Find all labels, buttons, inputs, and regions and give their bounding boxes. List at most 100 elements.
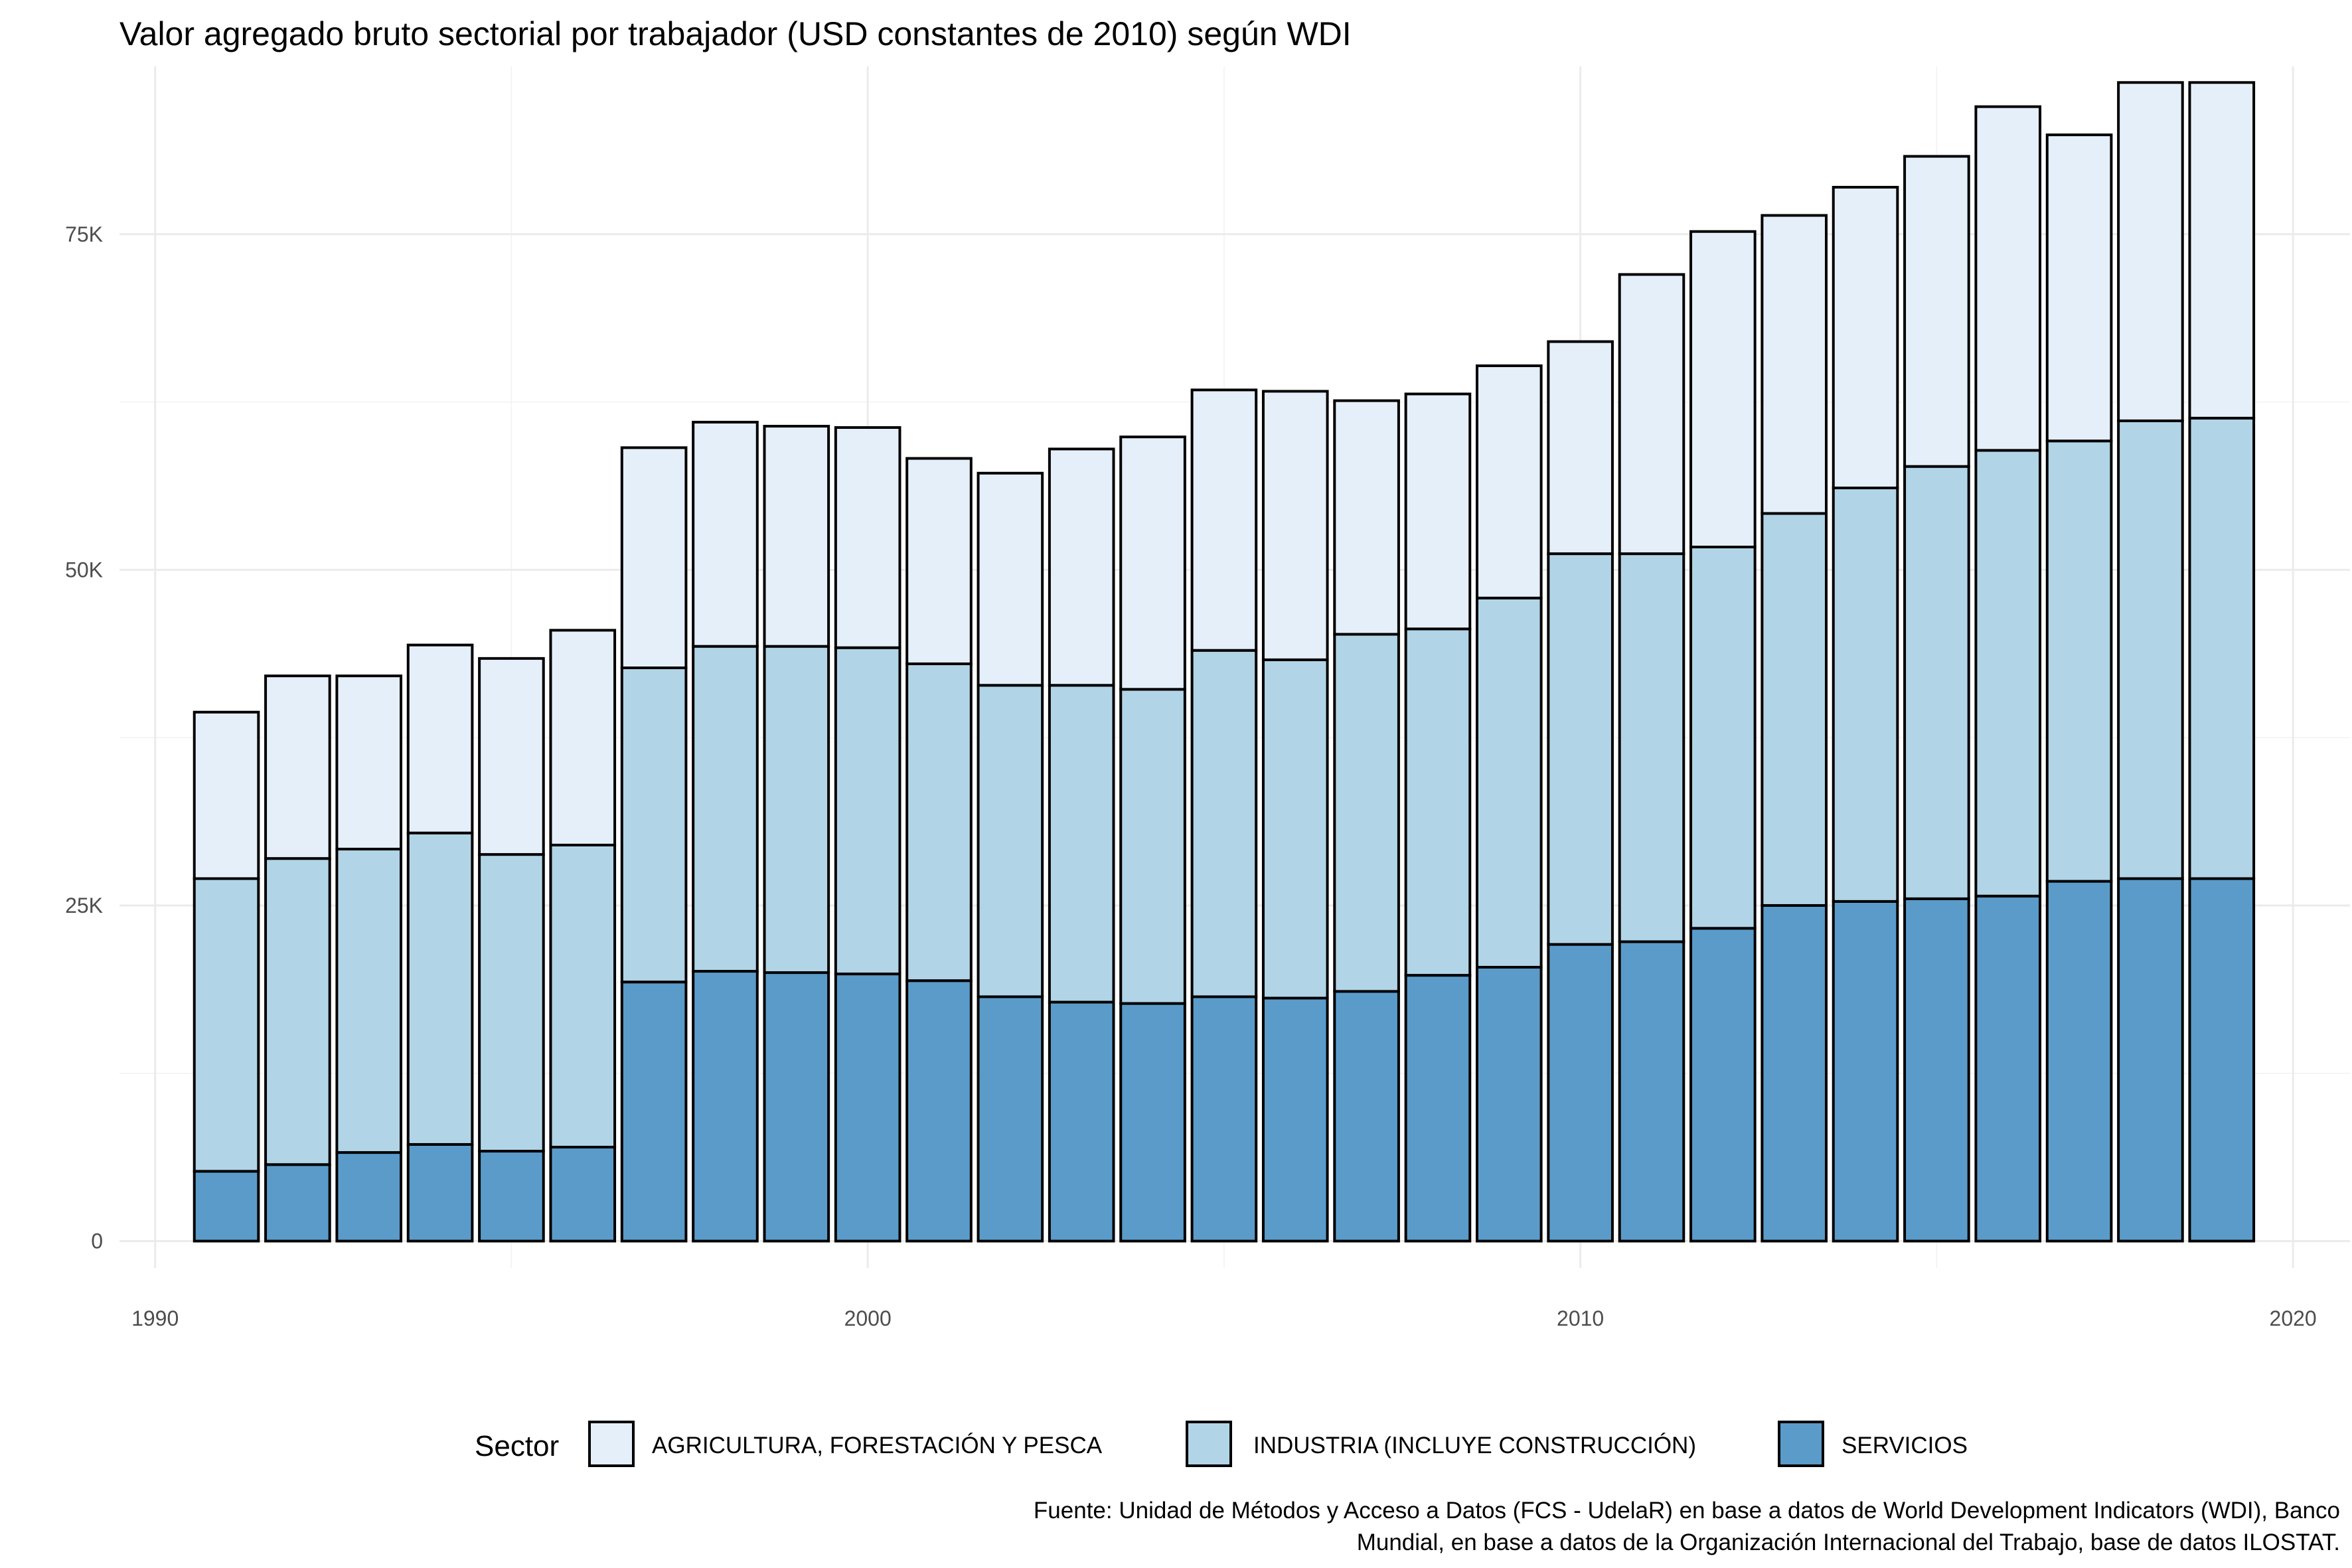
bar-industria-2004 (1119, 688, 1186, 1005)
bar-industria-2002 (977, 684, 1044, 998)
y-tick-label: 25K (65, 894, 103, 917)
bar-industria-2001 (905, 662, 973, 982)
bar-industria-2003 (1048, 684, 1115, 1004)
bar-agricultura-2018 (2117, 81, 2184, 422)
bar-servicios-1995 (478, 1150, 545, 1243)
bar-industria-2016 (1974, 449, 2042, 898)
bar-industria-2013 (1761, 512, 1828, 907)
bar-industria-2011 (1618, 552, 1686, 943)
bar-agricultura-2012 (1689, 230, 1757, 548)
bar-agricultura-2016 (1974, 105, 2042, 452)
legend: Sector AGRICULTURA, FORESTACIÓN Y PESCA … (475, 1421, 1968, 1467)
bar-agricultura-2014 (1832, 186, 1899, 490)
bar-agricultura-1992 (264, 674, 331, 860)
bar-agricultura-2003 (1048, 447, 1115, 687)
x-axis-ticks: 1990 2000 2010 2020 (131, 1306, 2317, 1330)
bar-industria-2017 (2045, 439, 2113, 883)
legend-swatch-servicios (1778, 1421, 1824, 1467)
legend-label-agricultura: AGRICULTURA, FORESTACIÓN Y PESCA (652, 1433, 1103, 1458)
x-tick-label: 1990 (131, 1306, 179, 1330)
caption-line-2: Mundial, en base a datos de la Organizac… (1357, 1529, 2340, 1555)
bar-servicios-2011 (1618, 940, 1686, 1243)
bar-servicios-2014 (1832, 900, 1899, 1243)
legend-swatch-agricultura (588, 1421, 635, 1467)
bar-industria-1992 (264, 857, 331, 1166)
bar-servicios-2012 (1689, 927, 1757, 1243)
bar-servicios-2018 (2117, 877, 2184, 1243)
bar-servicios-1997 (620, 980, 688, 1243)
bar-servicios-2000 (834, 973, 902, 1243)
bar-agricultura-2017 (2045, 133, 2113, 443)
bar-agricultura-1991 (193, 710, 260, 880)
legend-label-industria: INDUSTRIA (INCLUYE CONSTRUCCIÓN) (1253, 1433, 1696, 1458)
bar-agricultura-2006 (1261, 390, 1329, 661)
bar-servicios-2004 (1119, 1002, 1186, 1243)
y-tick-label: 75K (65, 222, 103, 246)
bar-agricultura-2010 (1547, 340, 1614, 556)
bar-servicios-2001 (905, 979, 973, 1243)
x-tick-label: 2000 (844, 1306, 892, 1330)
bar-agricultura-2019 (2188, 81, 2256, 420)
bar-industria-2009 (1475, 596, 1543, 969)
bar-agricultura-2015 (1903, 155, 1970, 468)
y-tick-label: 50K (65, 558, 103, 582)
bar-agricultura-1996 (549, 629, 617, 846)
bar-industria-2000 (834, 646, 902, 976)
bar-industria-1995 (478, 853, 545, 1153)
bar-industria-1999 (763, 645, 830, 975)
bars (193, 81, 2256, 1243)
bar-industria-2012 (1689, 546, 1757, 930)
bar-servicios-2013 (1761, 903, 1828, 1243)
legend-label-servicios: SERVICIOS (1842, 1433, 1968, 1458)
bar-servicios-2010 (1547, 943, 1614, 1243)
x-tick-label: 2020 (2270, 1306, 2317, 1330)
x-tick-label: 2010 (1557, 1306, 1604, 1330)
bar-servicios-2007 (1333, 990, 1400, 1243)
bar-servicios-1998 (692, 970, 759, 1243)
bar-agricultura-2007 (1333, 399, 1400, 636)
bar-agricultura-1994 (406, 643, 474, 834)
bar-servicios-2017 (2045, 880, 2113, 1243)
caption-line-1: Fuente: Unidad de Métodos y Acceso a Dat… (1034, 1498, 2340, 1524)
bar-agricultura-2005 (1190, 388, 1258, 652)
bar-servicios-2019 (2188, 877, 2256, 1243)
legend-swatch-industria (1186, 1421, 1232, 1467)
legend-title: Sector (475, 1430, 559, 1462)
bar-servicios-2006 (1261, 996, 1329, 1243)
y-tick-label: 0 (91, 1229, 103, 1253)
bar-agricultura-2004 (1119, 435, 1186, 691)
bar-agricultura-1999 (763, 424, 830, 648)
chart-title: Valor agregado bruto sectorial por traba… (119, 15, 1352, 52)
bar-servicios-2008 (1404, 974, 1472, 1243)
bar-servicios-2003 (1048, 1000, 1115, 1243)
bar-industria-2008 (1404, 627, 1472, 977)
bar-industria-2010 (1547, 552, 1614, 946)
bar-servicios-1991 (193, 1170, 260, 1243)
bar-agricultura-2013 (1761, 214, 1828, 515)
bar-agricultura-2000 (834, 426, 902, 649)
bar-servicios-1996 (549, 1145, 617, 1243)
bar-servicios-1993 (335, 1151, 403, 1243)
y-axis-ticks: 0 25K 50K 75K (65, 222, 103, 1253)
bar-agricultura-2009 (1475, 364, 1543, 599)
bar-servicios-2002 (977, 995, 1044, 1243)
bar-industria-1996 (549, 843, 617, 1148)
bar-servicios-2009 (1475, 965, 1543, 1243)
bar-agricultura-1997 (620, 446, 688, 670)
bar-agricultura-1998 (692, 420, 759, 648)
bar-servicios-2005 (1190, 995, 1258, 1243)
bar-servicios-1992 (264, 1163, 331, 1243)
bar-agricultura-2008 (1404, 392, 1472, 631)
bar-servicios-2015 (1903, 897, 1970, 1243)
bar-industria-1993 (335, 848, 403, 1154)
bar-industria-2005 (1190, 649, 1258, 998)
bar-servicios-1999 (763, 971, 830, 1243)
bar-agricultura-2011 (1618, 273, 1686, 556)
bar-agricultura-1993 (335, 674, 403, 851)
bar-industria-1997 (620, 666, 688, 984)
bar-industria-1998 (692, 645, 759, 973)
bar-industria-2014 (1832, 487, 1899, 903)
bar-industria-2018 (2117, 419, 2184, 880)
bar-servicios-2016 (1974, 894, 2042, 1243)
